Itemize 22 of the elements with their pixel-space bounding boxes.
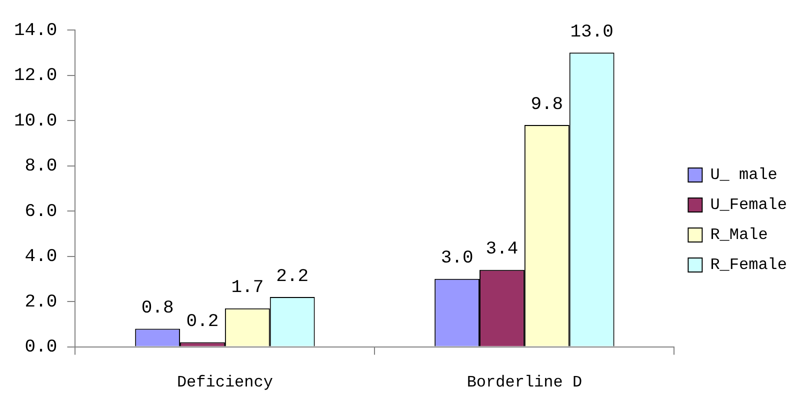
y-tick-label: 6.0	[24, 202, 58, 222]
legend-label: R_Male	[710, 226, 768, 244]
legend-label: U_ male	[710, 166, 778, 184]
y-tick-label: 8.0	[24, 156, 58, 177]
data-label: 3.4	[486, 240, 518, 260]
data-label: 0.2	[186, 312, 219, 332]
y-tick-label: 0.0	[24, 338, 58, 358]
data-label: 1.7	[231, 278, 264, 298]
y-tick-label: 12.0	[14, 66, 58, 86]
data-label: 9.8	[530, 94, 564, 115]
legend-label: R_Female	[710, 256, 787, 274]
x-tick-label: Borderline D	[466, 374, 582, 392]
data-label: 3.0	[440, 248, 474, 269]
legend-label: U_Female	[710, 196, 787, 214]
y-tick-label: 10.0	[14, 111, 58, 132]
data-label: 2.2	[276, 266, 309, 287]
y-tick-label: 2.0	[24, 292, 58, 312]
data-label: 0.8	[141, 298, 174, 318]
y-tick-label: 4.0	[24, 247, 58, 268]
data-label: 13.0	[570, 22, 614, 42]
y-tick-label: 14.0	[14, 20, 58, 41]
x-tick-label: Deficiency	[176, 374, 274, 392]
